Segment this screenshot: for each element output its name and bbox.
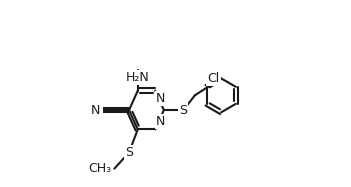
Text: CH₃: CH₃ xyxy=(88,162,111,175)
Text: N: N xyxy=(156,92,166,105)
Text: N: N xyxy=(156,115,166,128)
Text: N: N xyxy=(91,104,100,117)
Text: Cl: Cl xyxy=(207,72,220,85)
Text: S: S xyxy=(179,104,187,117)
Text: S: S xyxy=(125,146,133,159)
Text: H₂N: H₂N xyxy=(126,71,150,84)
